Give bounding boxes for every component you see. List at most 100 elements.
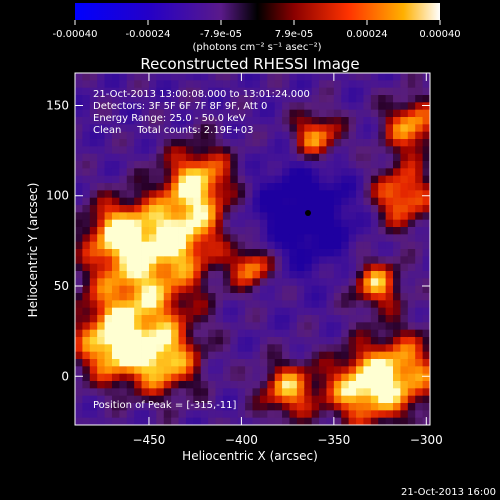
heatmap-cell: [97, 285, 105, 294]
heatmap-cell: [333, 219, 342, 228]
heatmap-cell: [82, 117, 91, 125]
heatmap-cell: [304, 80, 313, 89]
heatmap-cell: [237, 285, 246, 294]
heatmap-cell: [304, 344, 313, 353]
heatmap-cell: [252, 410, 261, 419]
heatmap-cell: [89, 205, 98, 213]
heatmap-cell: [97, 381, 105, 389]
heatmap-cell: [215, 219, 224, 228]
heatmap-cell: [237, 293, 246, 301]
heatmap-cell: [126, 344, 135, 353]
heatmap-cell: [341, 388, 350, 397]
heatmap-cell: [215, 102, 224, 111]
heatmap-cell: [341, 307, 350, 316]
heatmap-cell: [208, 271, 216, 279]
heatmap-cell: [319, 95, 327, 103]
heatmap-cell: [415, 293, 424, 301]
heatmap-cell: [267, 337, 276, 345]
heatmap-cell: [356, 124, 364, 133]
heatmap-cell: [134, 80, 142, 89]
heatmap-cell: [222, 403, 231, 411]
heatmap-cell: [274, 388, 283, 397]
heatmap-cell: [215, 293, 224, 301]
heatmap-cell: [222, 359, 231, 367]
heatmap-cell: [348, 95, 357, 103]
heatmap-cell: [393, 131, 401, 140]
heatmap-cell: [245, 190, 253, 199]
heatmap-cell: [333, 366, 342, 375]
heatmap-cell: [82, 109, 91, 118]
heatmap-cell: [178, 227, 187, 235]
heatmap-cell: [237, 131, 246, 140]
heatmap-cell: [111, 227, 120, 235]
heatmap-cell: [259, 73, 268, 81]
heatmap-cell: [178, 175, 187, 184]
heatmap-cell: [134, 153, 142, 162]
heatmap-cell: [356, 153, 364, 162]
heatmap-cell: [208, 190, 216, 199]
heatmap-cell: [356, 80, 364, 89]
heatmap-cell: [126, 366, 135, 375]
heatmap-cell: [326, 315, 335, 323]
heatmap-cell: [104, 161, 113, 169]
heatmap-cell: [171, 219, 179, 228]
heatmap-cell: [259, 256, 268, 265]
heatmap-cell: [311, 219, 320, 228]
heatmap-cell: [126, 271, 135, 279]
heatmap-cell: [326, 146, 335, 155]
heatmap-cell: [341, 197, 350, 206]
heatmap-cell: [215, 256, 224, 265]
heatmap-cell: [341, 359, 350, 367]
heatmap-cell: [200, 329, 209, 338]
heatmap-cell: [407, 381, 416, 389]
heatmap-cell: [171, 381, 179, 389]
heatmap-cell: [407, 205, 416, 213]
heatmap-cell: [230, 344, 239, 353]
heatmap-cell: [148, 161, 157, 169]
heatmap-cell: [319, 256, 327, 265]
heatmap-cell: [141, 146, 150, 155]
heatmap-cell: [171, 131, 179, 140]
heatmap-cell: [237, 205, 246, 213]
heatmap-cell: [119, 95, 128, 103]
heatmap-cell: [111, 87, 120, 96]
heatmap-cell: [171, 95, 179, 103]
heatmap-cell: [126, 395, 135, 404]
heatmap-cell: [370, 285, 379, 294]
heatmap-cell: [97, 329, 105, 338]
heatmap-cell: [245, 175, 253, 184]
heatmap-cell: [178, 190, 187, 199]
heatmap-cell: [282, 271, 290, 279]
heatmap-cell: [237, 300, 246, 309]
heatmap-cell: [141, 175, 150, 184]
heatmap-cell: [200, 263, 209, 272]
heatmap-cell: [363, 175, 372, 184]
heatmap-cell: [141, 212, 150, 221]
heatmap-cell: [259, 315, 268, 323]
heatmap-cell: [126, 102, 135, 111]
heatmap-cell: [148, 124, 157, 133]
heatmap-cell: [415, 322, 424, 331]
heatmap-cell: [200, 381, 209, 389]
heatmap-cell: [326, 183, 335, 191]
heatmap-cell: [222, 417, 231, 426]
heatmap-cell: [319, 146, 327, 155]
heatmap-cell: [304, 278, 313, 287]
heatmap-cell: [415, 117, 424, 125]
heatmap-cell: [111, 168, 120, 177]
heatmap-cell: [252, 109, 261, 118]
heatmap-cell: [134, 388, 142, 397]
heatmap-cell: [245, 359, 253, 367]
heatmap-cell: [193, 373, 202, 382]
heatmap-cell: [141, 227, 150, 235]
heatmap-cell: [333, 322, 342, 331]
heatmap-cell: [356, 146, 364, 155]
heatmap-cell: [119, 359, 128, 367]
heatmap-cell: [171, 366, 179, 375]
heatmap-cell: [311, 212, 320, 221]
heatmap-cell: [319, 344, 327, 353]
heatmap-cell: [134, 124, 142, 133]
heatmap-cell: [319, 139, 327, 147]
heatmap-cell: [348, 293, 357, 301]
heatmap-cell: [400, 300, 409, 309]
